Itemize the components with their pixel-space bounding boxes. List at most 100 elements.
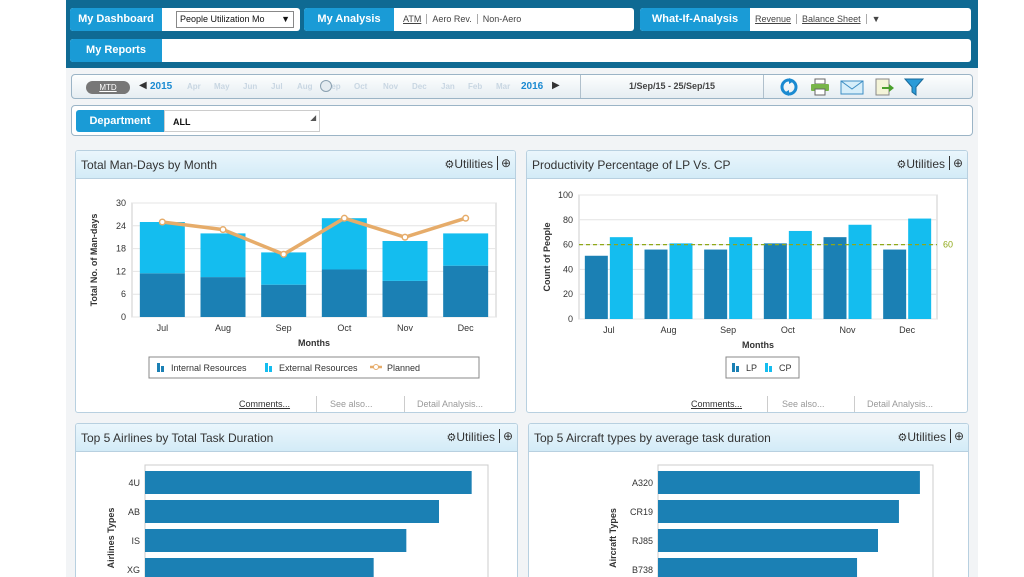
date-range: 1/Sep/15 - 25/Sep/15 <box>580 75 764 98</box>
year-end[interactable]: 2016 <box>521 81 544 92</box>
next-year-icon[interactable]: ▶ <box>552 80 560 91</box>
bar-cp <box>669 243 693 319</box>
zoom-icon[interactable]: ⊕ <box>496 156 511 170</box>
filter-icon[interactable] <box>904 78 924 96</box>
my-analysis-tab[interactable]: My Analysis <box>304 8 394 31</box>
legend-label: Internal Resources <box>171 363 247 373</box>
my-dashboard-tab[interactable]: My Dashboard <box>70 8 162 31</box>
y-tick-label: 12 <box>116 266 126 276</box>
month-oct[interactable]: Oct <box>354 82 368 91</box>
bar-internal <box>200 277 246 317</box>
bar-external <box>139 222 185 274</box>
my-reports-tab[interactable]: My Reports <box>70 39 162 62</box>
month-feb[interactable]: Feb <box>468 82 483 91</box>
month-sep[interactable]: Sep <box>326 82 341 91</box>
utilities-button[interactable]: ⚙Utilities <box>896 157 945 171</box>
month-may[interactable]: May <box>214 82 230 91</box>
legend-label: Planned <box>387 363 420 373</box>
utilities-label: Utilities <box>907 430 946 444</box>
x-tick-label: Dec <box>899 325 916 335</box>
utilities-button[interactable]: ⚙Utilities <box>897 430 946 444</box>
month-mar[interactable]: Mar <box>496 82 511 91</box>
bar-internal <box>261 284 307 317</box>
hbar <box>658 558 858 577</box>
bar-external <box>382 241 428 281</box>
email-icon[interactable] <box>840 78 864 96</box>
y-tick-label: 100 <box>558 190 573 200</box>
see-also-link[interactable]: See also... <box>316 396 373 412</box>
prev-year-icon[interactable]: ◀ <box>139 80 147 91</box>
dashboard-select[interactable]: People Utilization Mo ▼ <box>176 11 294 28</box>
x-tick-label: Jul <box>157 323 169 333</box>
legend-swatch <box>373 364 379 370</box>
balance-sheet-link[interactable]: Balance Sheet <box>797 14 867 24</box>
month-nov[interactable]: Nov <box>383 82 399 91</box>
y-tick-label: XG <box>127 565 140 575</box>
detail-analysis-link[interactable]: Detail Analysis... <box>854 396 933 412</box>
month-apr[interactable]: Apr <box>187 82 201 91</box>
my-analysis-group: My Analysis ATM Aero Rev. Non-Aero <box>304 8 634 31</box>
y-axis-label: Count of People <box>542 223 552 292</box>
planned-point <box>219 226 227 234</box>
comments-link[interactable]: Comments... <box>239 399 291 409</box>
legend-swatch <box>157 363 160 372</box>
aero-rev-link[interactable]: Aero Rev. <box>427 14 478 24</box>
utilities-label: Utilities <box>456 430 495 444</box>
revenue-link[interactable]: Revenue <box>750 14 798 24</box>
month-aug[interactable]: Aug <box>297 82 313 91</box>
y-tick-label: IS <box>131 536 140 546</box>
y-tick-label: 24 <box>116 221 126 231</box>
export-icon[interactable] <box>874 78 894 96</box>
what-if-more-button[interactable]: ▼ <box>871 14 881 24</box>
y-tick-label: B738 <box>632 565 653 575</box>
detail-analysis-link[interactable]: Detail Analysis... <box>404 396 483 412</box>
see-also-link[interactable]: See also... <box>767 396 825 412</box>
y-tick-label: 20 <box>563 289 573 299</box>
dashboard-select-value: People Utilization Mo <box>180 14 265 24</box>
department-filter-bar: Department ALL ◢ <box>71 105 973 136</box>
y-tick-label: 80 <box>563 215 573 225</box>
refresh-icon[interactable] <box>779 78 799 96</box>
print-icon[interactable] <box>810 78 830 96</box>
zoom-icon[interactable]: ⊕ <box>498 429 513 443</box>
y-tick-label: 18 <box>116 244 126 254</box>
gear-icon: ⚙ <box>444 159 455 171</box>
date-bar: MTD ◀ 2015 Apr May Jun Jul Aug Sep Oct N… <box>71 74 973 99</box>
bar-lp <box>883 249 907 319</box>
non-aero-link[interactable]: Non-Aero <box>482 14 522 24</box>
legend-swatch <box>769 366 772 372</box>
zoom-icon[interactable]: ⊕ <box>948 156 963 170</box>
productivity-chart: 0 20 40 60 80 100 Jul Aug Sep Oct Nov Dec 60 Months Co… <box>542 190 953 379</box>
month-jun[interactable]: Jun <box>243 82 258 91</box>
year-start[interactable]: 2015 <box>150 81 173 92</box>
mtd-button[interactable]: MTD <box>86 81 130 94</box>
legend-swatch <box>269 366 272 372</box>
zoom-icon[interactable]: ⊕ <box>949 429 964 443</box>
chevron-down-icon: ▼ <box>281 14 290 24</box>
what-if-analysis-tab[interactable]: What-If-Analysis <box>640 8 750 31</box>
panel-airlines: Top 5 Airlines by Total Task Duration ⚙U… <box>75 423 518 577</box>
plot-area <box>131 202 497 318</box>
panel-man-days: Total Man-Days by Month ⚙Utilities ⊕ 0 6 1… <box>75 150 516 413</box>
panel-title: Top 5 Aircraft types by average task dur… <box>534 431 771 445</box>
x-tick-label: Sep <box>276 323 292 333</box>
department-select[interactable]: ALL ◢ <box>164 110 320 132</box>
what-if-group: What-If-Analysis Revenue Balance Sheet ▼ <box>640 8 971 31</box>
bar-internal <box>443 265 489 317</box>
legend-box <box>148 356 480 379</box>
comments-link[interactable]: Comments... <box>691 399 743 409</box>
bar-external <box>443 233 489 266</box>
y-tick-label: AB <box>128 507 140 517</box>
y-tick-label: 60 <box>563 240 573 250</box>
panel-footer: Comments... See also... Detail Analysis.… <box>76 396 515 412</box>
legend-swatch <box>161 366 164 372</box>
utilities-button[interactable]: ⚙Utilities <box>446 430 495 444</box>
month-jul[interactable]: Jul <box>271 82 283 91</box>
y-tick-label: 6 <box>121 289 126 299</box>
month-slider-handle[interactable] <box>320 80 332 92</box>
atm-link[interactable]: ATM <box>398 14 428 24</box>
month-dec[interactable]: Dec <box>412 82 427 91</box>
utilities-button[interactable]: ⚙Utilities <box>444 157 493 171</box>
gear-icon: ⚙ <box>896 159 907 171</box>
month-jan[interactable]: Jan <box>441 82 455 91</box>
